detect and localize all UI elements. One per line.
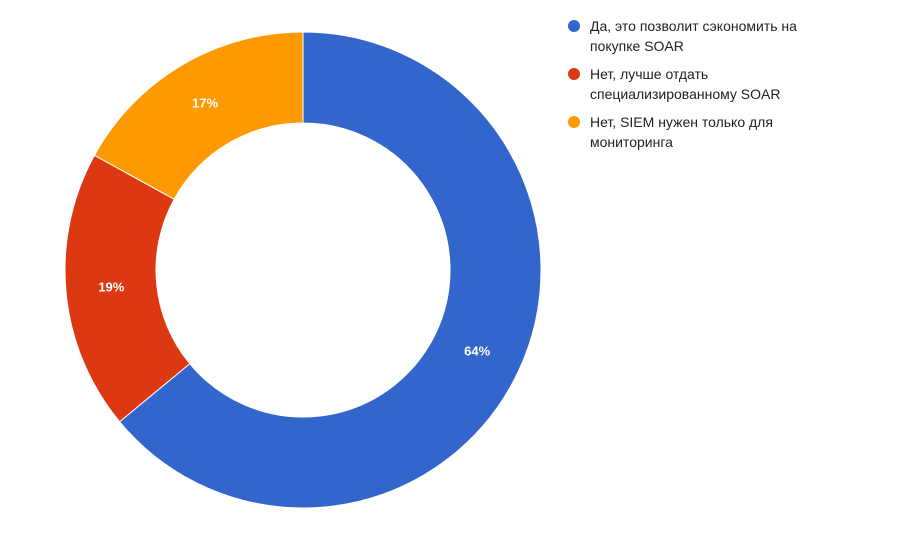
data-label: 64% — [464, 343, 490, 358]
legend-item: Нет, SIEM нужен только для мониторинга — [566, 112, 826, 152]
donut-segment — [93, 31, 304, 200]
donut-segment — [118, 31, 542, 509]
legend-label: Нет, SIEM нужен только для мониторинга — [590, 114, 773, 150]
donut-segment — [64, 154, 191, 423]
legend-label: Да, это позволит сэкономить на покупке S… — [590, 18, 797, 54]
legend-item: Да, это позволит сэкономить на покупке S… — [566, 16, 826, 56]
data-label: 19% — [98, 280, 124, 295]
legend-marker — [568, 20, 580, 32]
legend: Да, это позволит сэкономить на покупке S… — [566, 16, 826, 160]
legend-label: Нет, лучше отдать специализированному SO… — [590, 66, 781, 102]
legend-marker — [568, 68, 580, 80]
data-label: 17% — [192, 96, 218, 111]
donut: 64% 19% 17% — [64, 31, 542, 509]
legend-item: Нет, лучше отдать специализированному SO… — [566, 64, 826, 104]
legend-marker — [568, 116, 580, 128]
